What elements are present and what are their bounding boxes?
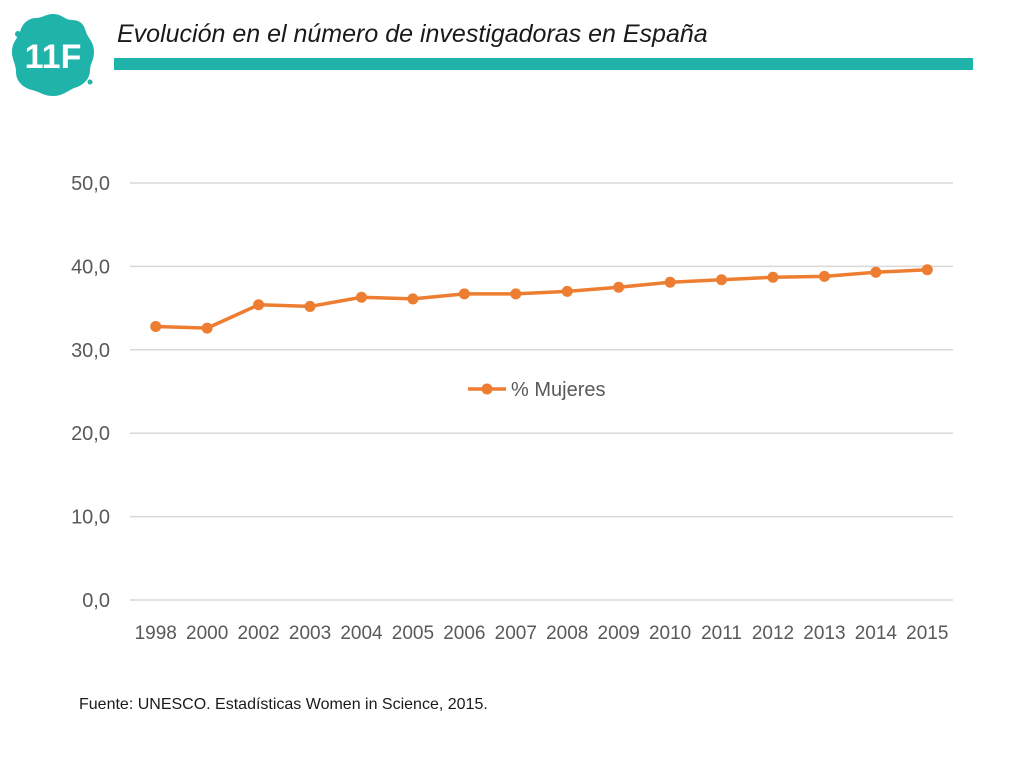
page-title: Evolución en el número de investigadoras… [117, 20, 708, 48]
x-tick-label: 2006 [443, 623, 485, 644]
data-point [458, 288, 470, 300]
data-point [355, 291, 367, 303]
logo-text: 11F [25, 38, 82, 76]
x-tick-label: 2008 [546, 623, 588, 644]
x-tick-label: 2013 [803, 623, 845, 644]
x-tick-label: 2015 [906, 623, 948, 644]
data-point [921, 264, 933, 276]
data-point [613, 281, 625, 293]
logo-splash-shape [12, 14, 94, 96]
y-tick-label: 20,0 [71, 423, 110, 445]
x-tick-label: 2011 [701, 623, 742, 644]
y-tick-label: 40,0 [71, 256, 110, 278]
x-tick-label: 2007 [495, 623, 537, 644]
legend-label: % Mujeres [511, 379, 605, 401]
data-point [253, 299, 265, 311]
x-tick-label: 2009 [598, 623, 640, 644]
data-point [150, 320, 162, 332]
y-tick-label: 50,0 [71, 173, 110, 195]
source-note: Fuente: UNESCO. Estadísticas Women in Sc… [79, 696, 488, 713]
data-point [561, 285, 573, 297]
x-tick-label: 2003 [289, 623, 331, 644]
y-tick-labels: 0,0 10,0 20,0 30,0 40,0 50,0 [71, 173, 110, 612]
y-tick-label: 0,0 [82, 590, 110, 612]
data-point [767, 271, 779, 283]
grid-layer [130, 182, 953, 601]
data-point [201, 322, 213, 334]
data-point [304, 300, 316, 312]
x-tick-label: 2010 [649, 623, 691, 644]
x-tick-label: 1998 [135, 623, 177, 644]
series-line [153, 267, 930, 330]
x-tick-label: 2014 [855, 623, 898, 644]
series-layer [150, 264, 933, 334]
y-tick-label: 30,0 [71, 340, 110, 362]
data-point [407, 293, 419, 305]
x-tick-labels: 1998 2000 2002 2003 2004 2005 2006 2007 2008 2009… [135, 623, 949, 644]
legend-marker [481, 383, 493, 395]
y-tick-label: 10,0 [71, 507, 110, 529]
data-point [716, 274, 728, 286]
data-point [870, 266, 882, 278]
legend: % Mujeres [468, 379, 605, 401]
data-point [818, 270, 830, 282]
x-tick-label: 2000 [186, 623, 228, 644]
x-tick-label: 2012 [752, 623, 794, 644]
logo-11f: 11F [12, 14, 94, 96]
x-tick-label: 2002 [237, 623, 279, 644]
x-tick-label: 2004 [340, 623, 383, 644]
title-underline [114, 58, 973, 70]
data-point [664, 276, 676, 288]
x-tick-label: 2005 [392, 623, 434, 644]
data-point [510, 288, 522, 300]
